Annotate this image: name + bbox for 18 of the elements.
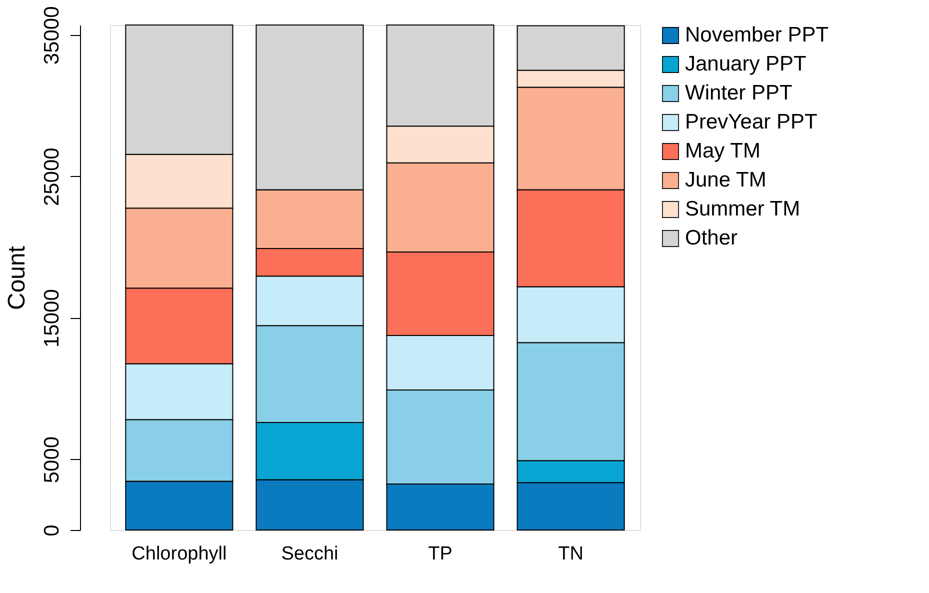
legend-label: Winter PPT — [685, 82, 793, 104]
x-tick-label: Chlorophyll — [132, 544, 227, 564]
y-tick-label: 0 — [40, 524, 64, 536]
y-axis-title: Count — [4, 246, 30, 310]
legend-label: Summer TM — [685, 198, 800, 220]
legend-label: Other — [685, 226, 738, 250]
legend-label: June TM — [685, 168, 766, 192]
y-tick-label: 15000 — [40, 289, 64, 348]
legend-label: November PPT — [685, 24, 829, 46]
legend-label: May TM — [685, 140, 760, 162]
x-tick-label: TN — [558, 544, 584, 564]
x-tick-label: Secchi — [281, 544, 338, 564]
x-tick-label: TP — [428, 544, 452, 564]
y-tick-label: 35000 — [40, 6, 64, 65]
y-tick-label: 25000 — [40, 148, 64, 206]
legend-label: January PPT — [685, 52, 807, 76]
legend-label: PrevYear PPT — [685, 110, 818, 134]
y-tick-label: 5000 — [40, 436, 64, 484]
